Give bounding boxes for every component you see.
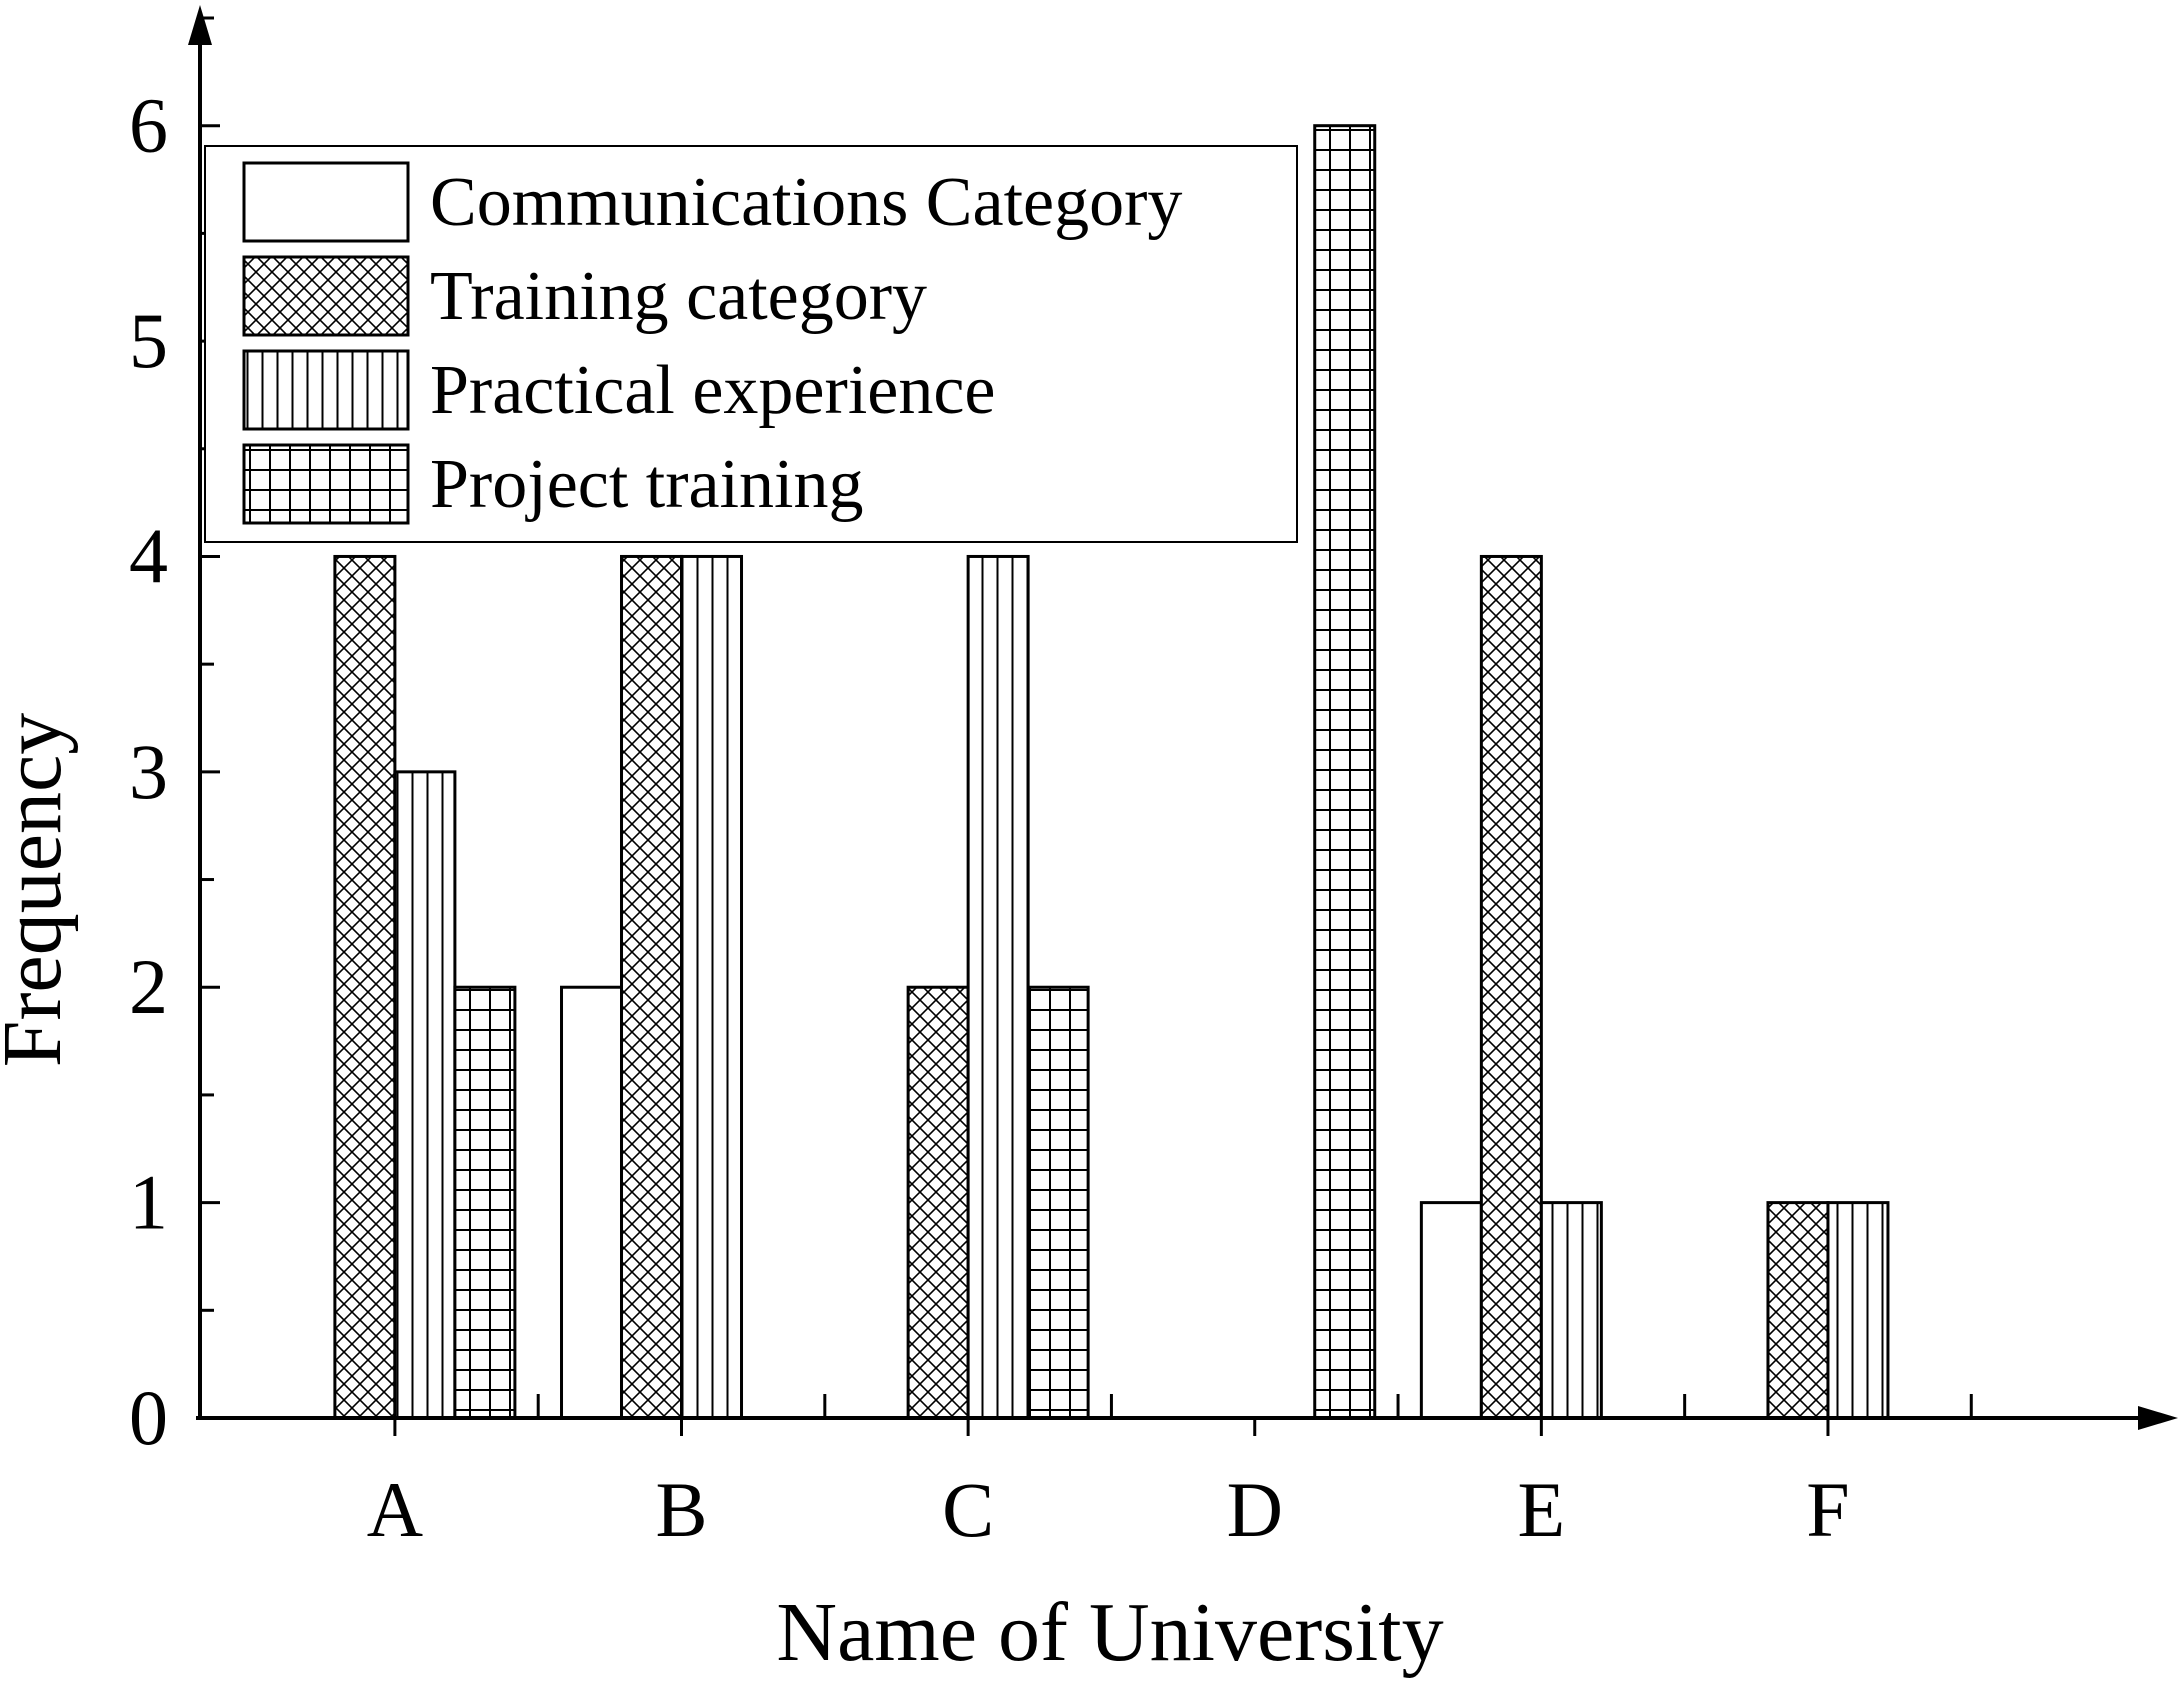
y-tick-labels: 0 1 2 3 4 5 6 [129,82,168,1461]
legend-label: Training category [430,258,927,335]
legend-swatch-grid [242,443,410,525]
bar-C-training-category [906,985,970,1420]
bars-layer [333,124,1890,1420]
legend-label: Communications Category [430,164,1182,241]
bar-B-practical-experience [680,554,744,1420]
bar-A-practical-experience [393,770,457,1420]
bar-D-project-training [1313,124,1377,1420]
legend-label: Project training [430,446,864,523]
legend-swatch-crosshatch [242,255,410,337]
x-axis-title: Name of University [776,1586,1443,1679]
legend-swatch-vertical [242,349,410,431]
y-tick-label-4: 4 [129,512,168,599]
x-tick-label-E: E [1518,1466,1566,1553]
x-tick-marks [393,1394,1973,1436]
y-axis-title: Frequency [0,713,79,1068]
y-tick-label-5: 5 [129,297,168,384]
bar-E-practical-experience [1539,1201,1603,1420]
legend-swatch-blank [242,161,410,243]
bar-E-training-category [1479,554,1543,1420]
x-tick-labels: A B C D E F [367,1466,1850,1553]
bar-C-practical-experience [966,554,1030,1420]
x-tick-label-D: D [1227,1466,1283,1553]
legend-label: Practical experience [430,352,995,429]
y-tick-label-1: 1 [129,1159,168,1246]
x-axis-arrow [2138,1406,2178,1430]
y-axis: 0 1 2 3 4 5 6 [129,5,220,1461]
bar-E-communications-category [1419,1201,1483,1420]
bar-A-training-category [333,554,397,1420]
x-tick-label-C: C [942,1466,994,1553]
x-tick-label-B: B [655,1466,707,1553]
x-axis: A B C D E F [196,1394,2178,1553]
bar-B-training-category [620,554,684,1420]
bar-B-communications-category [560,985,624,1420]
legend-items: Communications Category Training category… [242,161,1182,525]
bar-C-project-training [1026,985,1090,1420]
bar-F-practical-experience [1826,1201,1890,1420]
y-tick-label-3: 3 [129,728,168,815]
bar-F-training-category [1766,1201,1830,1420]
y-tick-label-0: 0 [129,1374,168,1461]
bar-A-project-training [453,985,517,1420]
y-axis-arrow [188,5,212,45]
y-tick-label-6: 6 [129,82,168,169]
x-tick-label-F: F [1806,1466,1849,1553]
y-tick-label-2: 2 [129,943,168,1030]
legend: Communications Category Training category… [204,145,1298,543]
x-tick-label-A: A [367,1466,423,1553]
